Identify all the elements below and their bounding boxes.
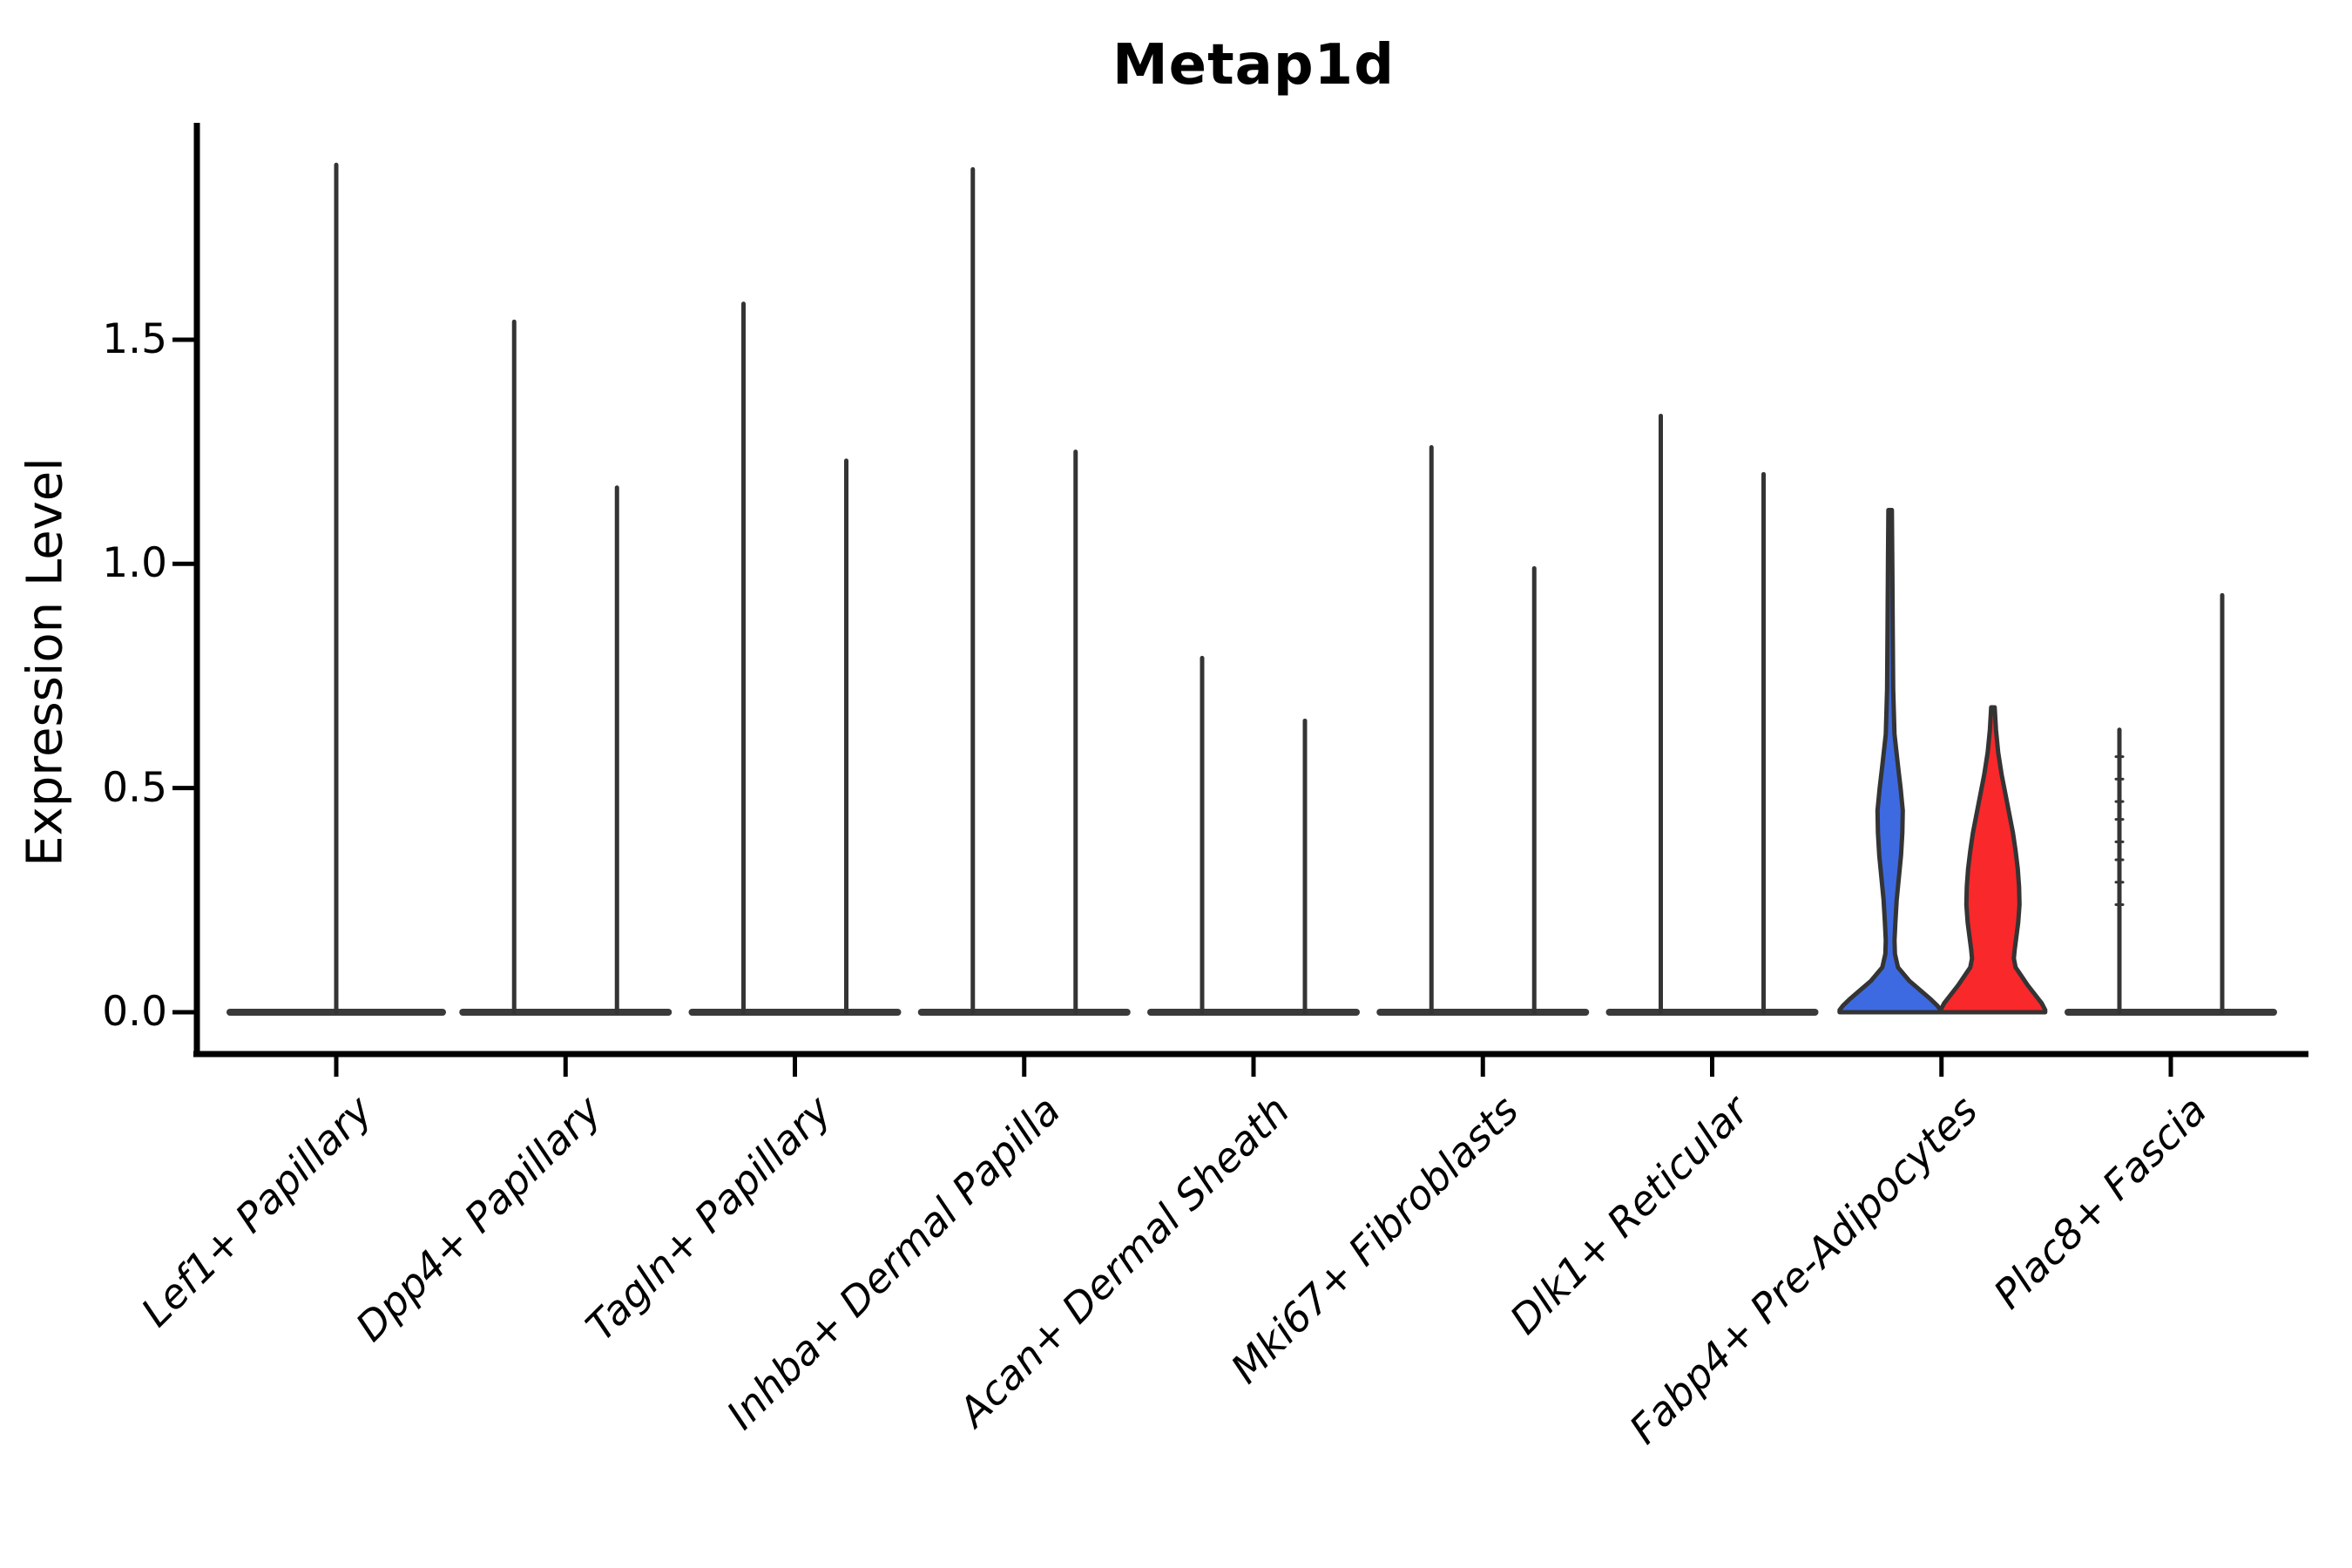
y-tick-label: 0.0 — [102, 988, 167, 1036]
violin-filled — [1938, 705, 2048, 1015]
y-tick-label: 0.5 — [102, 763, 167, 812]
chart-title: Metap1d — [1112, 33, 1396, 98]
y-tick-label: 1.0 — [102, 539, 167, 588]
violin-filled — [1837, 508, 1943, 1015]
y-tick-label: 1.5 — [102, 314, 167, 363]
